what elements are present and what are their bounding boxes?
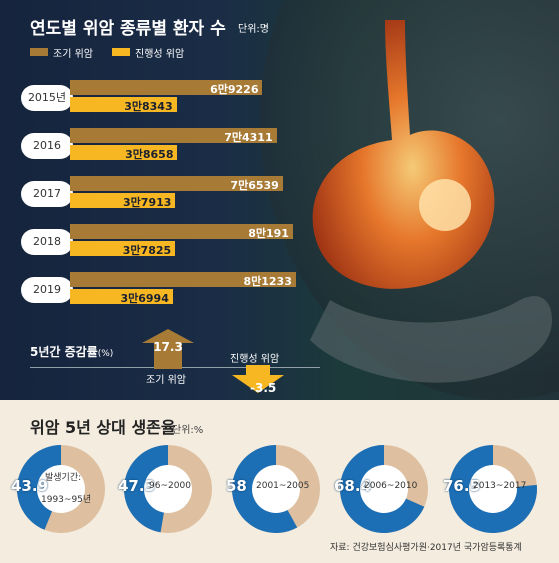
- bar-label-early: 7만4311: [224, 131, 273, 144]
- rate-title-unit: (%): [97, 349, 114, 359]
- bar-label-early: 7만6539: [230, 179, 279, 192]
- stomach-icon: [310, 20, 552, 383]
- bar-advanced: [70, 97, 177, 112]
- bar-early: [70, 176, 283, 191]
- bar-label-advanced: 3만7913: [123, 196, 172, 209]
- bar-label-advanced: 3만8343: [124, 100, 173, 113]
- donut-hole: [360, 465, 408, 513]
- bar-early: [70, 80, 263, 95]
- survival-period: 1993~95년: [41, 495, 92, 505]
- survival-donut: [449, 445, 537, 533]
- survival-value: 68.4: [334, 477, 372, 495]
- survival-donut: [16, 445, 105, 533]
- bar-early: [70, 224, 293, 239]
- donut-hole: [144, 465, 192, 513]
- year-label: 2017: [21, 181, 73, 207]
- bar-advanced: [70, 289, 173, 304]
- rate-label-advanced: 진행성 위암: [230, 354, 280, 365]
- year-label: 2018: [21, 229, 73, 255]
- survival-value: 43.9: [11, 477, 49, 495]
- survival-value: 47.3: [118, 477, 156, 495]
- survival-unit: 단위:%: [172, 425, 204, 436]
- bar-early: [70, 272, 296, 287]
- survival-period-caption: 발생기간:: [45, 473, 82, 483]
- bar-early: [70, 128, 277, 143]
- bar-advanced: [70, 193, 176, 208]
- chart-unit: 단위:명: [238, 24, 269, 35]
- year-label: 2019: [21, 277, 73, 303]
- bar-label-advanced: 3만8658: [125, 148, 174, 161]
- bar-label-advanced: 3만7825: [122, 244, 172, 257]
- legend-label-early: 조기 위암: [53, 49, 93, 60]
- donut-hole: [469, 465, 517, 513]
- source-note: 자료: 건강보험심사평가원·2017년 국가암등록통계: [330, 543, 522, 553]
- donut-hole: [252, 465, 300, 513]
- rate-title: 5년간 증감률(%): [30, 343, 113, 360]
- survival-period: 2001~2005: [256, 481, 310, 491]
- year-label: 2016: [21, 133, 73, 159]
- survival-period: 96~2000: [149, 481, 191, 491]
- legend-swatch-early: [30, 48, 48, 56]
- bar-advanced: [70, 241, 176, 256]
- rate-label-early: 조기 위암: [146, 375, 186, 386]
- chart-title: 연도별 위암 종류별 환자 수: [30, 19, 226, 39]
- survival-value: 76.5: [443, 477, 481, 495]
- survival-period: 2006~2010: [364, 481, 418, 491]
- survival-donut: [123, 445, 212, 533]
- bar-advanced: [70, 145, 178, 160]
- donut-hole: [37, 465, 85, 513]
- bar-label-early: 8만191: [248, 227, 289, 240]
- legend-swatch-advanced: [112, 48, 130, 56]
- rate-value-early: 17.3: [153, 340, 183, 354]
- survival-period: 2013~2017: [473, 481, 527, 491]
- bar-label-early: 6만9226: [210, 83, 259, 96]
- survival-title: 위암 5년 상대 생존율: [30, 418, 176, 437]
- survival-donut: [232, 445, 320, 533]
- bar-label-early: 8만1233: [243, 275, 292, 288]
- bar-label-advanced: 3만6994: [120, 292, 169, 305]
- rate-value-advanced: -3.5: [250, 381, 277, 395]
- rate-title-text: 5년간 증감률: [30, 345, 98, 359]
- year-label: 2015년: [21, 85, 73, 111]
- rate-up-arrow-icon: [142, 329, 194, 369]
- rate-down-arrow-icon: [232, 365, 284, 393]
- legend-label-advanced: 진행성 위암: [135, 49, 185, 60]
- patients-panel: 연도별 위암 종류별 환자 수 단위:명 조기 위암 진행성 위암 2015년 6…: [0, 0, 559, 400]
- survival-value: 58: [226, 477, 247, 495]
- survival-donut: [340, 445, 428, 533]
